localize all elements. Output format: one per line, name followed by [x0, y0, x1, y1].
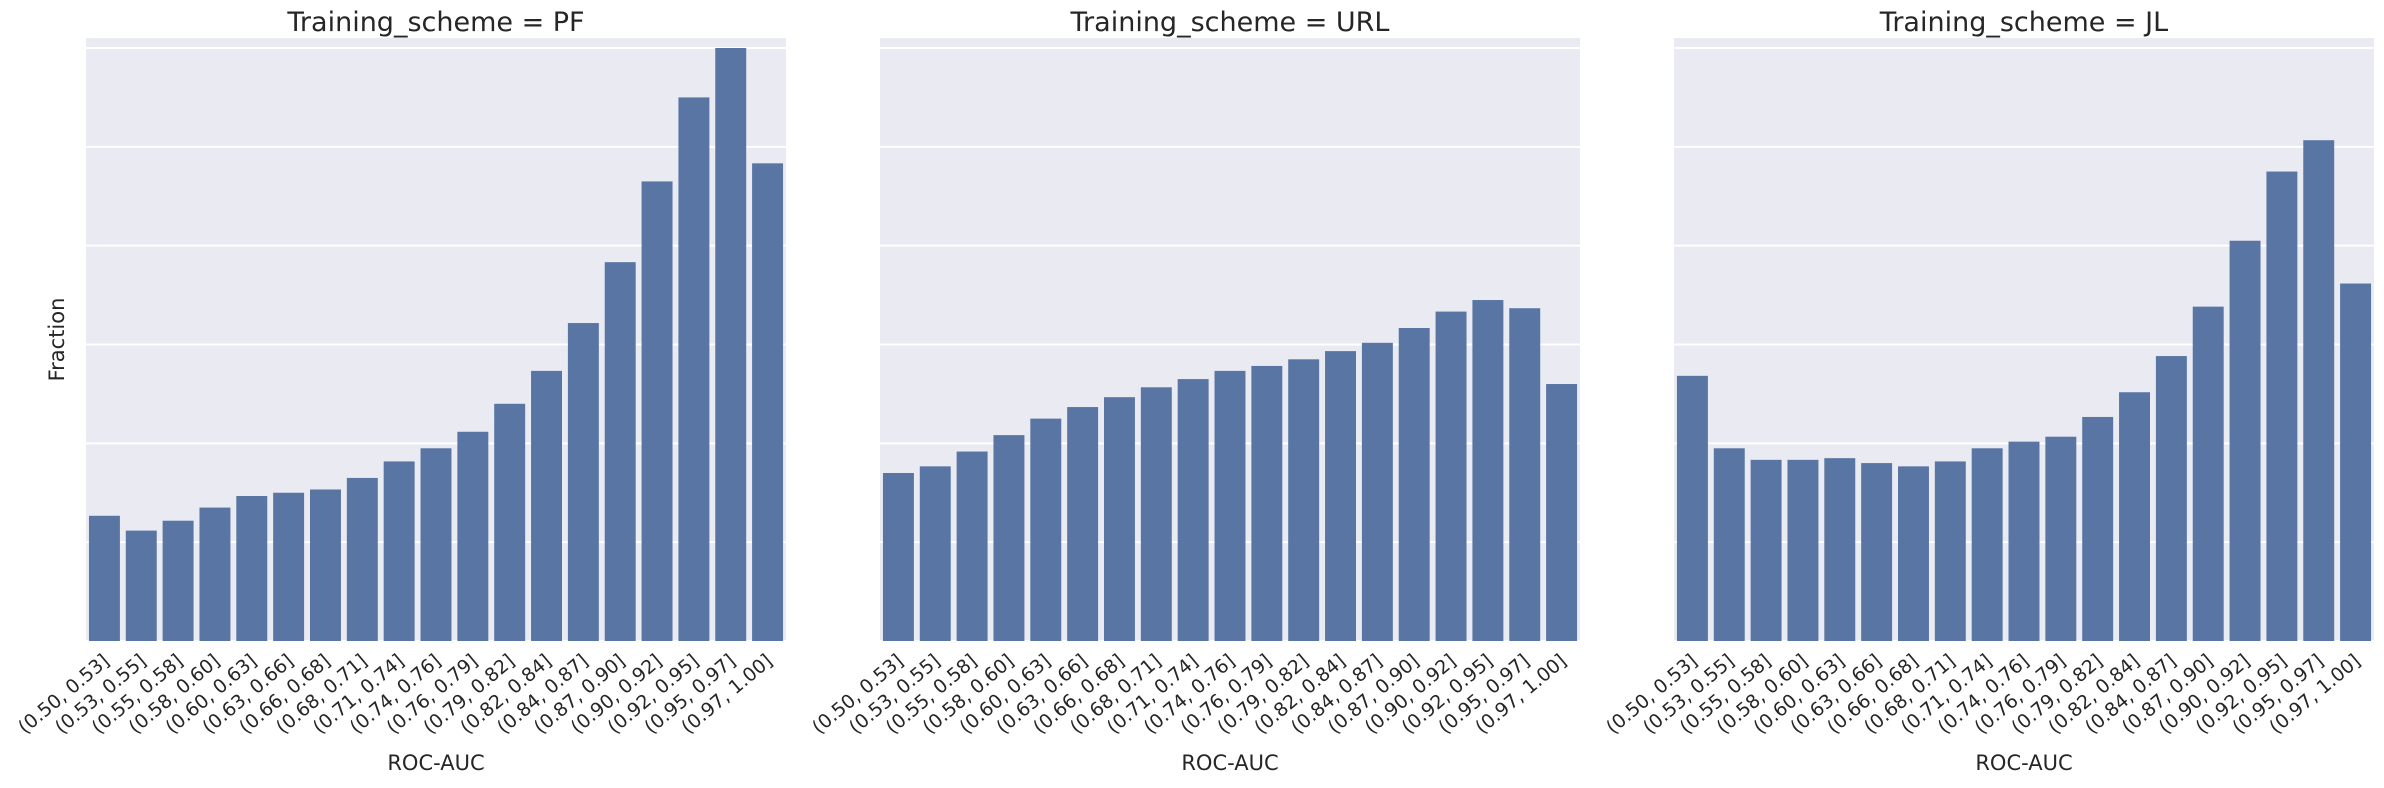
bar	[273, 492, 305, 641]
x-axis-label: ROC-AUC	[1181, 751, 1278, 775]
x-axis-label: ROC-AUC	[1975, 751, 2072, 775]
panel-title: Training_scheme = JL	[1879, 7, 2168, 38]
bar	[346, 477, 378, 641]
bar	[1288, 359, 1320, 641]
bar	[531, 370, 562, 641]
bar	[956, 451, 988, 641]
bar	[752, 163, 784, 641]
bar	[199, 507, 231, 641]
y-axis-label: Fraction	[45, 298, 69, 382]
bar	[1713, 448, 1745, 641]
bar	[1861, 463, 1893, 641]
panel-title: Training_scheme = PF	[286, 7, 584, 38]
bar	[1361, 342, 1393, 641]
bar	[125, 530, 157, 641]
bar	[919, 466, 951, 641]
bar	[993, 435, 1025, 641]
bar	[1750, 459, 1782, 641]
bar	[383, 461, 415, 641]
bar	[2045, 436, 2077, 641]
bar	[420, 448, 452, 641]
bar	[1898, 466, 1929, 641]
bar	[1030, 418, 1062, 641]
bar	[882, 472, 914, 641]
bar	[1676, 375, 1708, 641]
bar	[2119, 392, 2150, 641]
bar	[1934, 461, 1966, 641]
bar	[2303, 140, 2335, 642]
panel-title: Training_scheme = URL	[1070, 7, 1390, 38]
bar	[457, 431, 489, 641]
bar	[494, 403, 526, 641]
bar	[236, 496, 268, 641]
bar	[2192, 306, 2224, 641]
bar	[1435, 311, 1467, 641]
x-axis-label: ROC-AUC	[387, 751, 484, 775]
bar	[162, 520, 194, 641]
bar	[604, 262, 636, 641]
bar	[1067, 407, 1099, 641]
bar	[2082, 416, 2114, 641]
bar	[1824, 458, 1856, 641]
bar	[1214, 370, 1246, 641]
bar	[641, 181, 673, 642]
facet-panel-3: (0.50, 0.53](0.53, 0.55](0.55, 0.58](0.5…	[1602, 7, 2374, 775]
facet-panel-2: (0.50, 0.53](0.53, 0.55](0.55, 0.58](0.5…	[808, 7, 1580, 775]
bar	[1787, 459, 1819, 641]
bar	[1509, 308, 1541, 641]
bar	[310, 489, 341, 641]
bar	[1104, 397, 1135, 641]
bar	[1325, 351, 1356, 641]
bar	[1546, 384, 1578, 641]
bar	[1177, 379, 1209, 641]
bar	[1472, 300, 1504, 641]
bar	[1251, 365, 1283, 641]
bar	[1971, 448, 2003, 641]
bar	[2229, 240, 2261, 641]
facet-panel-1: (0.50, 0.53](0.53, 0.55](0.55, 0.58](0.5…	[14, 7, 786, 775]
bar	[88, 515, 120, 641]
bar	[2266, 171, 2298, 641]
bar	[2155, 356, 2187, 641]
bar	[567, 323, 599, 641]
bar	[2008, 441, 2040, 641]
bar	[678, 97, 710, 641]
bar	[1398, 327, 1430, 641]
bar	[2340, 283, 2372, 641]
bar	[715, 48, 747, 641]
bar	[1140, 387, 1172, 641]
